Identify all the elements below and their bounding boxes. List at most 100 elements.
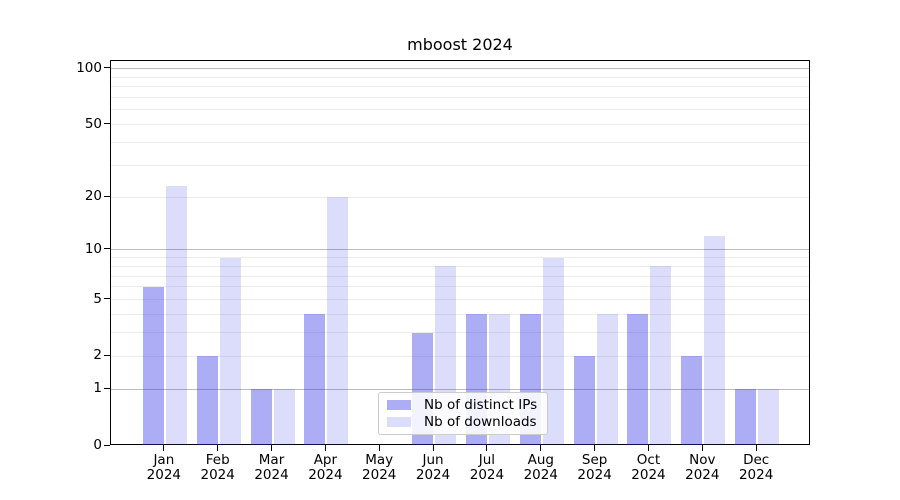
legend-swatch-distinct-ips <box>387 400 411 411</box>
x-tick-year: 2024 <box>146 466 182 483</box>
x-tick-year: 2024 <box>469 466 505 483</box>
x-tick-label: Mar 2024 <box>244 453 300 482</box>
x-tick <box>540 445 542 451</box>
legend: Nb of distinct IPs Nb of downloads <box>378 392 548 435</box>
major-gridline <box>111 68 809 70</box>
x-tick <box>324 445 326 451</box>
bar-downloads <box>650 266 672 445</box>
x-tick-month: Sep <box>581 452 608 468</box>
bar-downloads <box>704 236 726 445</box>
minor-gridline <box>111 265 809 267</box>
x-tick-month: May <box>365 452 394 468</box>
x-tick-month: Aug <box>527 452 554 468</box>
bar-downloads <box>219 257 241 445</box>
legend-item: Nb of downloads <box>387 414 539 430</box>
x-tick-year: 2024 <box>577 466 612 483</box>
x-tick-label: Jan 2024 <box>136 453 192 482</box>
x-tick <box>647 445 649 451</box>
x-tick-label: Nov 2024 <box>674 453 730 482</box>
minor-gridline <box>111 109 809 111</box>
x-tick-year: 2024 <box>631 466 666 483</box>
major-gridline <box>111 249 809 251</box>
bar-downloads <box>596 314 618 445</box>
bar-downloads <box>165 186 187 445</box>
x-tick-month: Jan <box>153 452 175 468</box>
minor-gridline <box>111 164 809 166</box>
x-tick-year: 2024 <box>254 466 289 483</box>
bar-distinct-ips <box>681 356 703 445</box>
x-tick-label: Aug 2024 <box>513 453 569 482</box>
minor-gridline <box>111 86 809 88</box>
y-tick-label: 50 <box>84 115 102 132</box>
minor-gridline <box>111 286 809 288</box>
x-tick <box>486 445 488 451</box>
x-tick-month: Jun <box>422 452 444 468</box>
chart-title: mboost 2024 <box>407 35 513 54</box>
legend-swatch-downloads <box>387 416 411 427</box>
legend-label: Nb of downloads <box>424 413 537 430</box>
bar-distinct-ips <box>573 356 595 445</box>
x-tick <box>701 445 703 451</box>
x-tick-label: Oct 2024 <box>620 453 676 482</box>
x-tick-year: 2024 <box>523 466 558 483</box>
bar-downloads <box>758 389 780 445</box>
y-tick-label: 20 <box>84 188 102 205</box>
y-tick-label: 2 <box>93 347 102 364</box>
x-tick <box>432 445 434 451</box>
x-tick <box>217 445 219 451</box>
x-tick-label: Sep 2024 <box>567 453 623 482</box>
x-tick-label: Apr 2024 <box>297 453 353 482</box>
x-tick-label: Jul 2024 <box>459 453 515 482</box>
x-tick-month: Apr <box>313 452 338 468</box>
bar-distinct-ips <box>304 314 326 445</box>
bar-downloads <box>273 389 295 445</box>
x-tick-label: May 2024 <box>351 453 407 482</box>
y-tick-label: 1 <box>93 380 102 397</box>
minor-gridline <box>111 76 809 78</box>
x-tick-year: 2024 <box>308 466 343 483</box>
x-tick <box>163 445 165 451</box>
bar-downloads <box>327 197 349 445</box>
x-tick-year: 2024 <box>415 466 451 483</box>
x-tick-month: Oct <box>636 452 661 468</box>
major-gridline <box>111 388 809 390</box>
minor-gridline <box>111 275 809 277</box>
minor-gridline <box>111 313 809 315</box>
x-tick-month: Mar <box>258 452 285 468</box>
bar-distinct-ips <box>735 389 757 445</box>
minor-gridline <box>111 97 809 99</box>
y-tick-label: 10 <box>84 240 102 257</box>
minor-gridline <box>111 332 809 334</box>
x-tick-month: Jul <box>478 452 496 468</box>
minor-gridline <box>111 257 809 259</box>
legend-label: Nb of distinct IPs <box>424 397 538 414</box>
minor-gridline <box>111 196 809 198</box>
x-tick-month: Dec <box>743 452 770 468</box>
x-tick-year: 2024 <box>362 466 397 483</box>
x-tick <box>594 445 596 451</box>
bar-distinct-ips <box>627 314 649 445</box>
bar-distinct-ips <box>196 356 218 445</box>
x-tick-year: 2024 <box>200 466 235 483</box>
minor-gridline <box>111 124 809 126</box>
bar-downloads <box>542 257 564 445</box>
x-tick <box>755 445 757 451</box>
x-tick-year: 2024 <box>738 466 774 483</box>
x-tick-month: Nov <box>689 452 716 468</box>
y-tick-label: 100 <box>76 59 102 76</box>
x-tick-label: Dec 2024 <box>728 453 784 482</box>
x-tick-label: Jun 2024 <box>405 453 461 482</box>
x-tick <box>378 445 380 451</box>
legend-item: Nb of distinct IPs <box>387 397 539 413</box>
y-tick-label: 5 <box>93 290 102 307</box>
plot-area <box>110 60 810 445</box>
x-tick-year: 2024 <box>685 466 720 483</box>
x-tick <box>271 445 273 451</box>
minor-gridline <box>111 355 809 357</box>
x-tick-month: Feb <box>205 452 230 468</box>
bar-distinct-ips <box>250 389 272 445</box>
minor-gridline <box>111 141 809 143</box>
y-tick-label: 0 <box>93 437 102 453</box>
bar-distinct-ips <box>142 286 164 445</box>
